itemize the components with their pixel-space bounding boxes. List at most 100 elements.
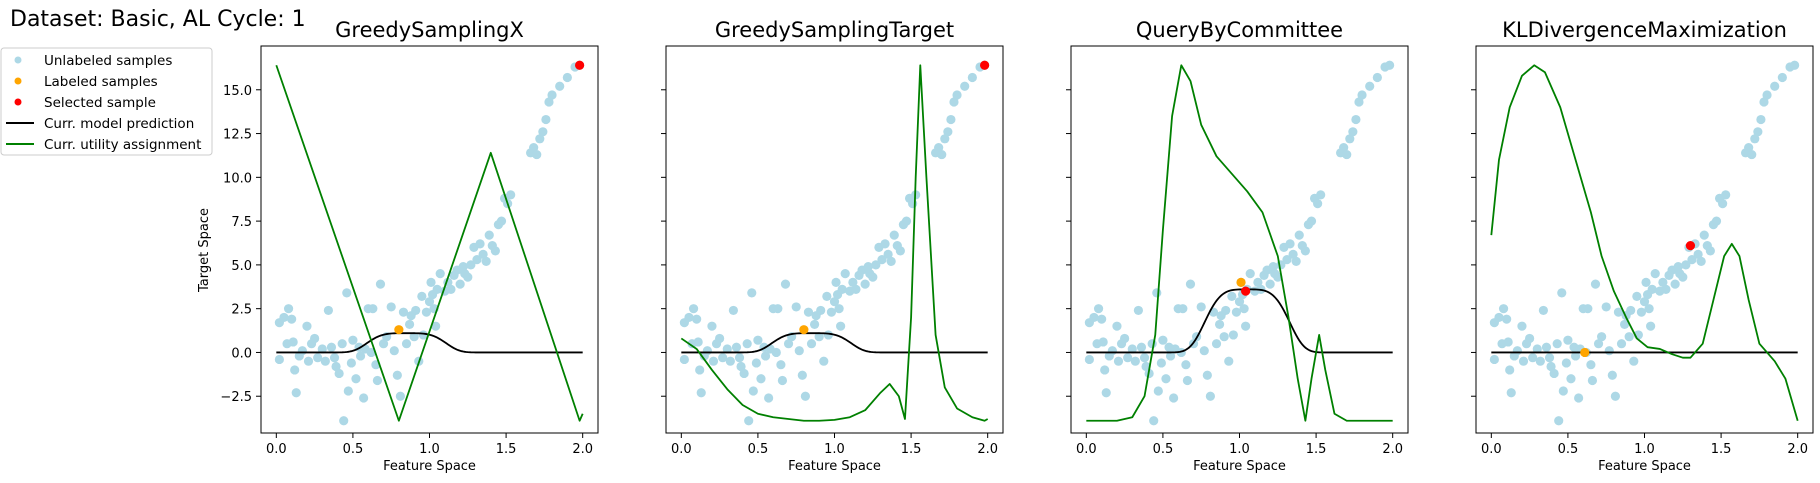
unlabeled-point — [1705, 246, 1715, 256]
unlabeled-point — [1790, 60, 1800, 70]
unlabeled-point — [313, 353, 323, 363]
unlabeled-point — [478, 249, 488, 259]
unlabeled-point — [1156, 358, 1166, 368]
unlabeled-point — [901, 216, 912, 226]
unlabeled-point — [1518, 356, 1529, 366]
unlabeled-point — [1231, 307, 1242, 317]
unlabeled-point — [826, 307, 837, 317]
unlabeled-point — [331, 361, 341, 372]
unlabeled-point — [1525, 333, 1535, 344]
x-tick-label: 1.5 — [1711, 442, 1732, 457]
unlabeled-point — [693, 337, 703, 347]
unlabeled-point — [1512, 346, 1522, 356]
x-axis-label: Feature Space — [788, 459, 881, 474]
unlabeled-point — [1127, 344, 1137, 354]
unlabeled-point — [368, 304, 378, 314]
unlabeled-point — [455, 279, 465, 289]
utility-line — [1490, 64, 1799, 421]
selected-point — [1685, 241, 1696, 251]
unlabeled-point — [544, 97, 554, 107]
unlabeled-point — [334, 368, 344, 379]
unlabeled-point — [1613, 307, 1624, 317]
unlabeled-point — [934, 142, 944, 153]
y-tick-label: 0.0 — [231, 346, 252, 361]
unlabeled-point — [748, 386, 758, 396]
unlabeled-point — [1291, 256, 1301, 266]
unlabeled-point — [1316, 190, 1326, 200]
unlabeled-point — [695, 365, 705, 375]
unlabeled-point — [417, 291, 427, 302]
unlabeled-point — [1149, 416, 1159, 426]
unlabeled-point — [532, 149, 542, 160]
unlabeled-point — [800, 391, 810, 401]
selected-point — [575, 60, 585, 70]
unlabeled-point — [967, 72, 977, 83]
x-tick-label: 0.0 — [1481, 442, 1502, 457]
unlabeled-point — [1158, 335, 1168, 345]
unlabeled-point — [475, 239, 485, 249]
unlabeled-point — [1506, 388, 1516, 398]
unlabeled-point — [829, 297, 840, 307]
unlabeled-point — [1339, 142, 1349, 153]
x-tick-label: 1.5 — [1306, 442, 1327, 457]
unlabeled-point — [783, 339, 794, 349]
unlabeled-point — [952, 90, 962, 100]
unlabeled-point — [1185, 279, 1196, 289]
x-tick-label: 1.5 — [901, 442, 922, 457]
unlabeled-point — [529, 142, 539, 153]
unlabeled-point — [1214, 319, 1225, 330]
axes-frame — [1070, 45, 1409, 434]
labeled-point — [799, 325, 809, 335]
x-tick-label: 1.0 — [1634, 442, 1655, 457]
unlabeled-point — [481, 256, 491, 266]
unlabeled-point — [1313, 199, 1323, 209]
y-tick-label: −2.5 — [220, 390, 252, 405]
unlabeled-point — [1178, 304, 1188, 314]
unlabeled-point — [797, 370, 807, 380]
unlabeled-point — [389, 346, 399, 356]
unlabeled-point — [937, 149, 947, 160]
labeled-point — [1236, 277, 1246, 288]
unlabeled-point — [1658, 277, 1668, 288]
unlabeled-point — [1161, 374, 1171, 384]
unlabeled-point — [1165, 351, 1176, 361]
unlabeled-point — [1141, 361, 1151, 372]
utility-line — [680, 64, 989, 422]
unlabeled-point — [753, 335, 763, 345]
unlabeled-point — [840, 269, 850, 279]
unlabeled-point — [297, 346, 307, 356]
labeled-point — [394, 325, 404, 335]
unlabeled-point — [320, 356, 330, 366]
unlabeled-point — [1721, 190, 1731, 200]
unlabeled-point — [837, 284, 847, 295]
prediction-line — [276, 332, 583, 354]
unlabeled-point — [1517, 321, 1527, 331]
x-tick-label: 1.0 — [419, 442, 440, 457]
unlabeled-point — [814, 332, 824, 342]
subplot-1: GreedySamplingX 0.0 0.5 1.0 1.5 2.0 −2.5 0.0 2.5… — [220, 18, 599, 474]
unlabeled-point — [398, 307, 409, 317]
unlabeled-point — [1113, 356, 1124, 366]
unlabeled-point — [1626, 305, 1636, 316]
unlabeled-point — [1365, 81, 1375, 91]
unlabeled-point — [908, 199, 918, 209]
unlabeled-point — [291, 388, 301, 398]
unlabeled-point — [1084, 354, 1094, 365]
unlabeled-point — [1629, 356, 1639, 366]
unlabeled-point — [446, 284, 456, 295]
labeled-point — [1580, 347, 1590, 358]
unlabeled-point — [1219, 332, 1229, 342]
y-tick-label: 15.0 — [223, 84, 252, 99]
unlabeled-point — [831, 277, 841, 288]
x-axis-label: Feature Space — [383, 459, 476, 474]
unlabeled-point — [1566, 374, 1576, 384]
prediction-line — [1086, 288, 1393, 354]
unlabeled-point — [1494, 312, 1504, 323]
unlabeled-point — [734, 353, 745, 363]
unlabeled-point — [1586, 360, 1596, 370]
subplot-title: KLDivergenceMaximization — [1502, 18, 1787, 42]
unlabeled-point — [1101, 388, 1111, 398]
unlabeled-point — [764, 393, 774, 403]
unlabeled-point — [1221, 305, 1231, 316]
unlabeled-point — [1239, 304, 1249, 314]
